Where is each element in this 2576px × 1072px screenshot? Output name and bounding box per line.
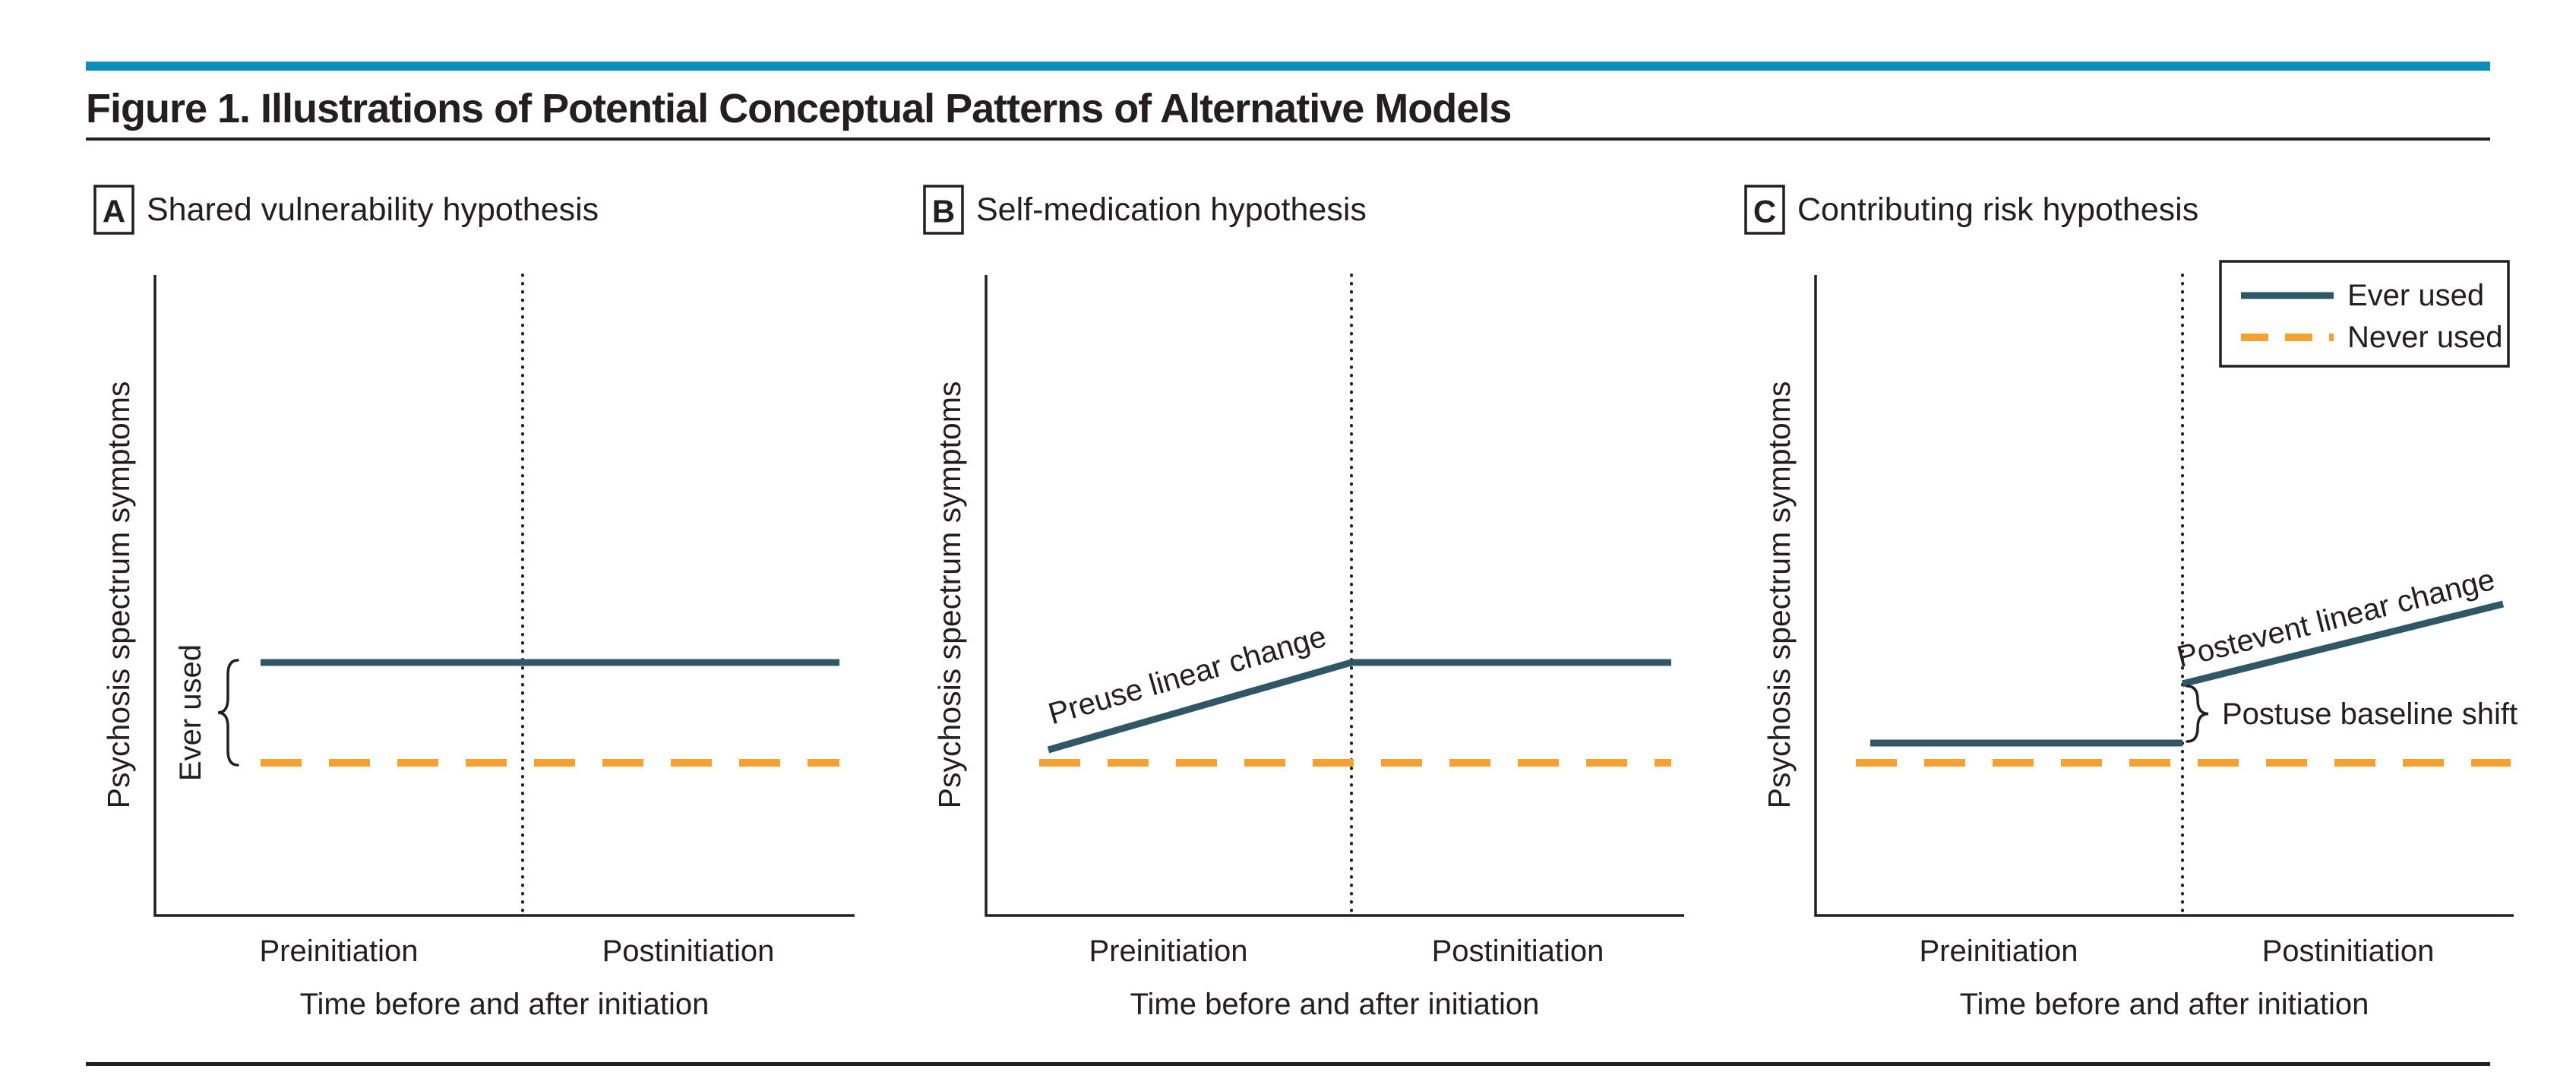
panel-c-xlabel: Time before and after initiation — [1960, 988, 2369, 1021]
panel-c-ever-used-line-2 — [2181, 600, 2505, 688]
panel-c-annotation-1: Postuse baseline shift — [2222, 697, 2518, 731]
panel-b-xlabel: Time before and after initiation — [1130, 988, 1540, 1021]
panel-a-label-box — [93, 185, 134, 235]
panel-b-ever-used-line — [1047, 659, 1671, 754]
legend-box — [2219, 260, 2510, 368]
panel-c-xtick-1: Postinitiation — [2262, 934, 2435, 968]
panel-a-xtick-1: Postinitiation — [602, 934, 775, 968]
panel-c-brace-right — [2186, 685, 2209, 743]
top-accent-bar — [86, 62, 2490, 71]
panel-b-xtick-1: Postinitiation — [1432, 934, 1604, 968]
panel-b-xtick-0: Preinitiation — [1089, 934, 1247, 968]
panel-b-annotation-0: Preuse linear change — [1045, 620, 1330, 731]
panel-c-title: Contributing risk hypothesis — [1797, 191, 2198, 228]
panel-a-ylabel: Psychosis spectrum symptoms — [101, 381, 136, 809]
legend-label-0: Ever used — [2347, 279, 2484, 312]
panel-b-axes — [985, 275, 1684, 917]
panel-c-axes — [1814, 275, 2514, 917]
panel-c-xtick-0: Preinitiation — [1919, 934, 2078, 968]
panel-a-xtick-0: Preinitiation — [259, 934, 418, 968]
panel-c-label-box — [1744, 185, 1785, 235]
legend-label-1: Never used — [2347, 321, 2503, 354]
title-divider-rule — [86, 138, 2490, 141]
panel-a-label-letter: A — [103, 194, 125, 229]
panel-a-brace-left — [217, 659, 239, 767]
panel-b-ylabel: Psychosis spectrum symptoms — [932, 381, 967, 809]
panel-a-xlabel: Time before and after initiation — [300, 988, 710, 1021]
panel-b-title: Self-medication hypothesis — [976, 191, 1367, 228]
panel-b-label-letter: B — [932, 194, 955, 229]
figure-title: Figure 1. Illustrations of Potential Con… — [86, 86, 1512, 131]
panel-c-label-letter: C — [1753, 194, 1776, 229]
panel-a-axes — [153, 275, 855, 917]
panel-c-ylabel: Psychosis spectrum symptoms — [1762, 381, 1797, 809]
bottom-rule — [86, 1062, 2490, 1066]
panel-a-annotation-1: Ever used — [174, 644, 207, 781]
panel-b-label-box — [923, 185, 964, 235]
panel-a-title: Shared vulnerability hypothesis — [147, 191, 599, 228]
